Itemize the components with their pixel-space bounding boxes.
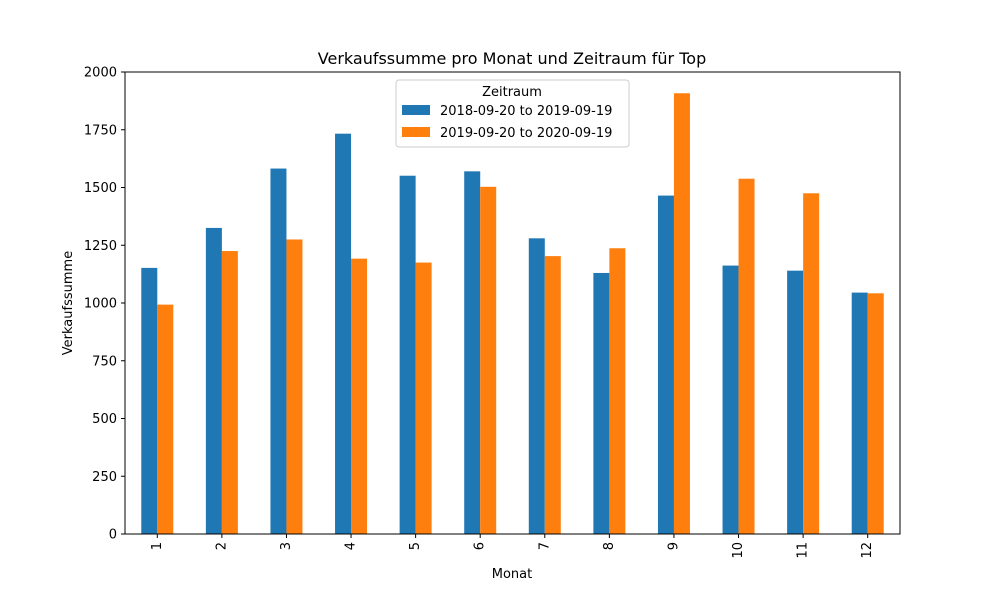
y-tick-label: 1750 <box>84 123 117 138</box>
bar-series-1-month-1 <box>141 267 158 534</box>
bar-series-2-month-11 <box>803 193 820 534</box>
y-tick-label: 2000 <box>84 66 117 81</box>
x-tick-label: 12 <box>860 542 875 559</box>
x-tick-label: 3 <box>279 542 294 550</box>
bar-series-2-month-1 <box>157 304 174 534</box>
y-tick-label: 500 <box>92 412 117 427</box>
x-tick-label: 10 <box>731 542 746 559</box>
x-axis-label: Monat <box>492 567 532 582</box>
bar-series-2-month-7 <box>544 256 561 534</box>
y-axis: 0 250 500 750 1000 1250 1500 1750 2000 <box>84 66 125 543</box>
bars-group <box>141 93 884 535</box>
x-tick-label: 1 <box>150 542 165 550</box>
bar-series-2-month-2 <box>221 251 238 534</box>
bar-series-2-month-5 <box>415 262 432 534</box>
bar-series-1-month-3 <box>270 168 287 535</box>
y-tick-label: 1000 <box>84 297 117 312</box>
y-axis-label: Verkaufssumme <box>61 251 76 355</box>
bar-series-2-month-12 <box>867 293 884 534</box>
bar-series-2-month-8 <box>609 248 626 535</box>
bar-series-1-month-2 <box>205 227 222 535</box>
x-tick-label: 4 <box>344 542 359 550</box>
bar-series-2-month-4 <box>351 258 368 534</box>
bar-series-1-month-10 <box>722 265 739 534</box>
y-tick-label: 1500 <box>84 181 117 196</box>
y-tick-label: 0 <box>109 528 117 543</box>
y-tick-label: 750 <box>92 354 117 369</box>
legend-label-series-1: 2018-09-20 to 2019-09-19 <box>440 104 612 119</box>
bar-series-2-month-10 <box>738 178 755 535</box>
x-tick-label: 11 <box>796 542 811 559</box>
legend: Zeitraum 2018-09-20 to 2019-09-19 2019-0… <box>395 79 630 148</box>
y-tick-label: 1250 <box>84 239 117 254</box>
legend-frame <box>395 79 630 148</box>
bar-series-1-month-5 <box>399 175 416 534</box>
bar-series-2-month-6 <box>480 186 497 534</box>
x-tick-label: 7 <box>537 542 552 550</box>
x-axis: 1 2 3 4 5 6 7 8 9 10 11 12 <box>150 534 875 559</box>
bar-series-1-month-8 <box>593 272 610 534</box>
bar-series-2-month-3 <box>286 239 303 534</box>
x-tick-label: 8 <box>602 542 617 550</box>
legend-label-series-2: 2019-09-20 to 2020-09-19 <box>440 126 612 141</box>
bar-series-1-month-11 <box>787 270 804 534</box>
plot-area-frame <box>124 71 901 535</box>
bar-series-1-month-4 <box>335 133 352 534</box>
legend-swatch-series-2 <box>402 127 430 137</box>
bar-series-1-month-7 <box>528 238 545 534</box>
legend-swatch-series-1 <box>402 105 430 115</box>
bar-series-1-month-9 <box>657 195 674 534</box>
x-tick-label: 9 <box>666 542 681 550</box>
legend-title: Zeitraum <box>482 85 542 100</box>
x-tick-label: 5 <box>408 542 423 550</box>
y-tick-label: 250 <box>92 470 117 485</box>
bar-series-1-month-6 <box>464 171 481 534</box>
x-tick-label: 2 <box>214 542 229 550</box>
bar-series-1-month-12 <box>851 292 868 534</box>
x-tick-label: 6 <box>473 542 488 550</box>
bar-series-2-month-9 <box>673 93 690 534</box>
chart-title: Verkaufssumme pro Monat und Zeitraum für… <box>318 49 706 68</box>
